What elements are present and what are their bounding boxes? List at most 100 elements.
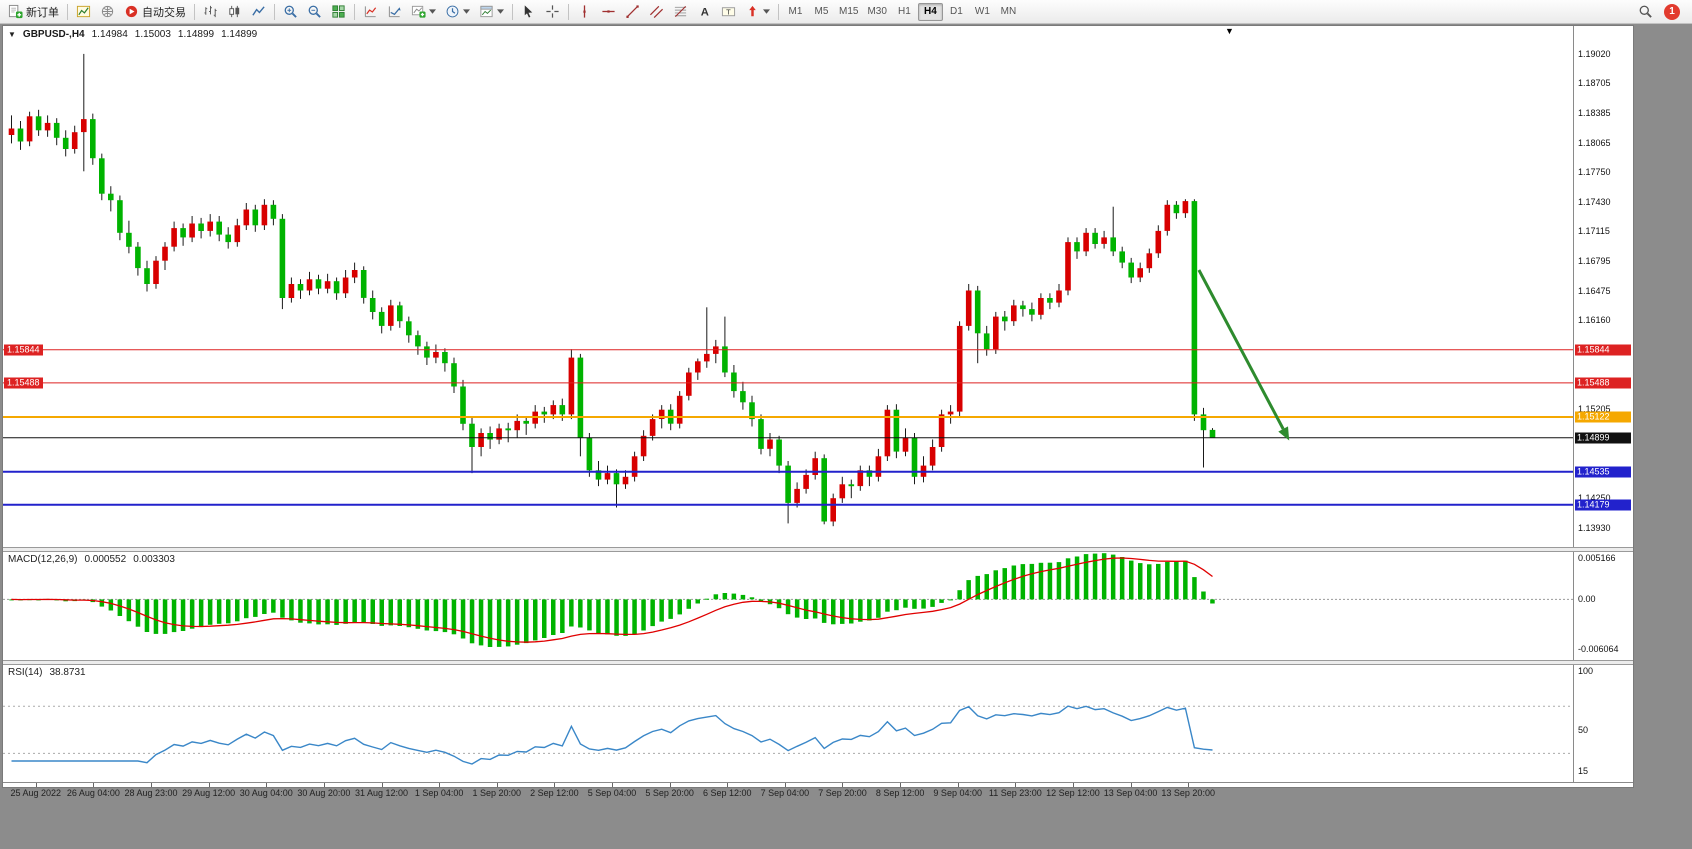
zoom-in-button[interactable]	[279, 2, 302, 22]
time-axis-tick	[957, 783, 959, 787]
clock-icon	[446, 5, 459, 18]
time-axis-tick	[323, 783, 325, 787]
indicators-button[interactable]	[359, 2, 382, 22]
horizontal-line-icon	[602, 10, 615, 13]
price-axis[interactable]: 1.19020 1.18705 1.18385 1.18065 1.17750 1.174…	[1573, 26, 1633, 547]
add-indicator-icon	[411, 5, 426, 18]
autotrading-label: 自动交易	[142, 6, 186, 19]
macd-axis-label: 0.00	[1578, 594, 1596, 605]
chevron-down-icon	[497, 9, 504, 14]
panel-splitter[interactable]	[3, 547, 1633, 552]
fibonacci-button[interactable]	[669, 2, 692, 22]
time-axis-label: 29 Aug 12:00	[182, 788, 236, 798]
macd-chart[interactable]	[3, 552, 1573, 655]
new-chart-button[interactable]	[72, 2, 95, 22]
time-axis-tick	[669, 783, 671, 787]
time-axis-tick	[1015, 783, 1017, 787]
chart-window: ▼ GBPUSD-,H4 1.14984 1.15003 1.14899 1.1…	[2, 25, 1634, 798]
cursor-button[interactable]	[517, 2, 540, 22]
vertical-line-button[interactable]	[573, 2, 596, 22]
one-click-trading-toggle[interactable]: ▼	[8, 29, 16, 39]
crosshair-button[interactable]	[541, 2, 564, 22]
price-axis-label: 1.17430	[1578, 197, 1611, 208]
timeframe-d1-button[interactable]: D1	[944, 3, 969, 21]
add-indicator-dropdown[interactable]	[407, 2, 440, 22]
timeframe-m1-button[interactable]: M1	[783, 3, 808, 21]
price-axis-label: 1.16160	[1578, 315, 1611, 326]
price-axis-badge: 1.15488	[1575, 377, 1631, 389]
time-axis-label: 26 Aug 04:00	[66, 788, 120, 798]
timeframe-m15-button[interactable]: M15	[835, 3, 862, 21]
objects-list-button[interactable]	[383, 2, 406, 22]
trend-arrow-annotation[interactable]	[1197, 269, 1290, 441]
text-button[interactable]: A	[693, 2, 716, 22]
time-axis-label: 5 Sep 20:00	[645, 788, 694, 798]
profiles-icon	[101, 5, 114, 18]
zoom-out-button[interactable]	[303, 2, 326, 22]
price-axis-label: 1.13930	[1578, 523, 1611, 534]
rsi-axis[interactable]: 100 50 15	[1573, 665, 1633, 782]
time-axis-label: 30 Aug 20:00	[297, 788, 351, 798]
trendline-button[interactable]	[621, 2, 644, 22]
timeframe-h4-button[interactable]: H4	[917, 2, 943, 21]
bar-chart-button[interactable]	[199, 2, 222, 22]
search-button[interactable]	[1634, 2, 1657, 22]
time-axis-label: 28 Aug 23:00	[124, 788, 178, 798]
rsi-chart[interactable]	[3, 665, 1573, 777]
chevron-down-icon	[763, 9, 770, 14]
time-axis-label: 5 Sep 04:00	[587, 788, 637, 798]
time-axis-tick	[151, 783, 153, 787]
time-axis[interactable]: 25 Aug 2022 26 Aug 04:00 28 Aug 23:00 29 Au…	[3, 782, 1633, 798]
macd-header: MACD(12,26,9) 0.000552 0.003303	[8, 554, 175, 565]
macd-axis[interactable]: 0.005166 0.00 -0.006064	[1573, 552, 1633, 660]
arrows-dropdown[interactable]	[741, 2, 774, 22]
time-axis-tick	[784, 783, 786, 787]
vertical-line-icon	[583, 5, 586, 18]
timeframe-m30-button[interactable]: M30	[863, 3, 890, 21]
timeframe-h1-button[interactable]: H1	[892, 3, 917, 21]
ohlc-high: 1.15003	[134, 29, 171, 40]
price-axis-label: 1.14250	[1578, 493, 1611, 504]
svg-text:T: T	[726, 7, 731, 16]
timeframe-m5-button[interactable]: M5	[809, 3, 834, 21]
channel-button[interactable]	[645, 2, 668, 22]
periods-dropdown[interactable]	[441, 2, 474, 22]
macd-panel[interactable]: MACD(12,26,9) 0.000552 0.003303	[3, 552, 1573, 660]
toolbar-separator	[568, 3, 569, 20]
notification-badge[interactable]: 1	[1664, 3, 1680, 20]
new-order-icon	[8, 4, 23, 19]
time-axis-tick	[381, 783, 383, 787]
time-axis-label: 1 Sep 20:00	[472, 788, 522, 798]
time-axis-label: 7 Sep 20:00	[818, 788, 867, 798]
templates-dropdown[interactable]	[475, 2, 508, 22]
autotrading-icon	[125, 5, 138, 18]
panel-splitter[interactable]	[3, 660, 1633, 665]
time-axis-tick	[900, 783, 902, 787]
price-axis-label: 1.17115	[1578, 226, 1610, 237]
price-axis-badge: 1.14535	[1575, 466, 1631, 478]
candlestick-chart-button[interactable]	[223, 2, 246, 22]
price-chart-area[interactable]: ▼ GBPUSD-,H4 1.14984 1.15003 1.14899 1.1…	[3, 26, 1573, 547]
autotrading-button[interactable]: 自动交易	[120, 2, 190, 22]
candlestick-chart[interactable]	[3, 26, 1573, 542]
toolbar-separator	[274, 3, 275, 20]
trendline-icon	[626, 5, 639, 18]
time-axis-label: 2 Sep 12:00	[530, 788, 579, 798]
tile-windows-button[interactable]	[327, 2, 350, 22]
text-label-button[interactable]: T	[717, 2, 740, 22]
chart-shift-marker[interactable]: ▼	[1225, 26, 1234, 36]
bars-chart-icon	[204, 5, 217, 18]
line-chart-button[interactable]	[247, 2, 270, 22]
price-axis-label: 1.16475	[1578, 285, 1611, 296]
time-axis-tick	[93, 783, 95, 787]
profiles-button[interactable]	[96, 2, 119, 22]
time-axis-tick	[727, 783, 729, 787]
toolbar-separator	[354, 3, 355, 20]
timeframe-w1-button[interactable]: W1	[970, 3, 995, 21]
rsi-panel[interactable]: RSI(14) 38.8731	[3, 665, 1573, 782]
horizontal-line-button[interactable]	[597, 2, 620, 22]
new-order-button[interactable]: 新订单	[4, 2, 63, 22]
time-axis-tick	[35, 783, 37, 787]
time-axis-tick	[842, 783, 844, 787]
timeframe-mn-button[interactable]: MN	[996, 3, 1021, 21]
